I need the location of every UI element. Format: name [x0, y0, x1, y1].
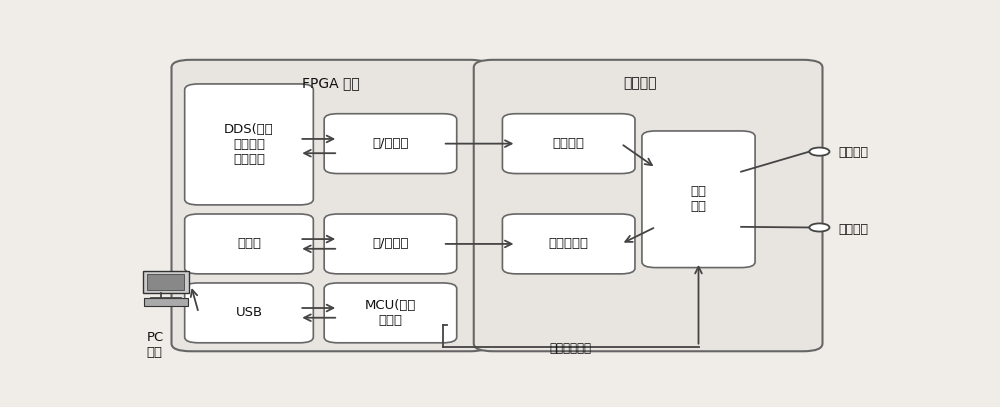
FancyBboxPatch shape: [502, 214, 635, 274]
FancyBboxPatch shape: [324, 114, 457, 173]
FancyBboxPatch shape: [144, 298, 188, 306]
Text: 逻辑控制信号: 逻辑控制信号: [550, 341, 592, 354]
Circle shape: [809, 223, 829, 232]
Text: 激励线圈: 激励线圈: [838, 146, 868, 159]
Text: 数/模转换: 数/模转换: [372, 237, 409, 250]
FancyBboxPatch shape: [502, 114, 635, 173]
Text: MCU(微处
理器）: MCU(微处 理器）: [365, 299, 416, 327]
FancyBboxPatch shape: [143, 271, 189, 293]
FancyBboxPatch shape: [324, 283, 457, 343]
FancyBboxPatch shape: [324, 214, 457, 274]
FancyBboxPatch shape: [474, 60, 822, 351]
Text: USB: USB: [235, 306, 263, 319]
Text: DDS(直接
数字频率
合成器）: DDS(直接 数字频率 合成器）: [224, 123, 274, 166]
FancyBboxPatch shape: [147, 274, 184, 290]
Text: 功率放大: 功率放大: [553, 137, 585, 150]
Text: FPGA 主板: FPGA 主板: [302, 77, 359, 90]
Text: 累加器: 累加器: [237, 237, 261, 250]
FancyBboxPatch shape: [185, 283, 313, 343]
FancyBboxPatch shape: [172, 60, 489, 351]
Text: 信号预处理: 信号预处理: [549, 237, 589, 250]
Text: 模/数转换: 模/数转换: [372, 137, 409, 150]
FancyBboxPatch shape: [185, 84, 313, 205]
Text: 前端电路: 前端电路: [624, 77, 657, 90]
FancyBboxPatch shape: [642, 131, 755, 267]
Text: 模拟
开关: 模拟 开关: [691, 185, 707, 213]
Text: 接收线圈: 接收线圈: [838, 223, 868, 236]
FancyBboxPatch shape: [185, 214, 313, 274]
Text: PC
主机: PC 主机: [147, 331, 164, 359]
Circle shape: [809, 148, 829, 156]
